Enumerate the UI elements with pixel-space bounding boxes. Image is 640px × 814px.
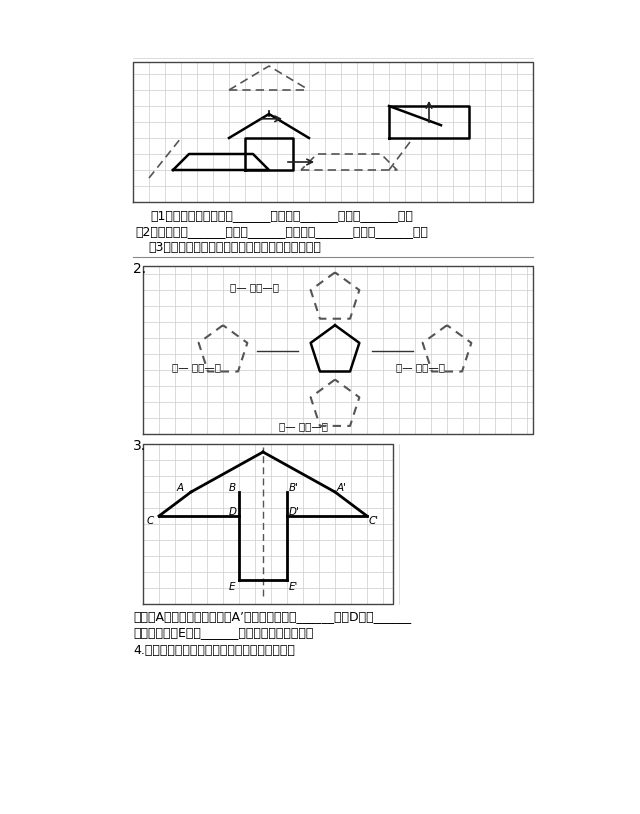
- Text: E: E: [229, 582, 236, 592]
- Text: 是对称点，点E和点______到对称轴的距离相等。: 是对称点，点E和点______到对称轴的距离相等。: [133, 626, 314, 639]
- Text: 3.: 3.: [133, 439, 146, 453]
- Text: （2）梯形先向______平移了______格，再向______平移了______格。: （2）梯形先向______平移了______格，再向______平移了_____…: [135, 225, 428, 238]
- Text: A': A': [337, 483, 347, 493]
- Text: 2.: 2.: [133, 262, 146, 276]
- Text: D: D: [229, 507, 237, 517]
- Text: （1）小房子先向平移了______格，再向______平移了______格。: （1）小房子先向平移了______格，再向______平移了______格。: [150, 209, 413, 222]
- Text: 向— 平移—格: 向— 平移—格: [172, 361, 221, 372]
- Text: （3）说一说这两幅图还可以怎样移到现在的位置。: （3）说一说这两幅图还可以怎样移到现在的位置。: [148, 241, 321, 254]
- Text: 向— 平移—格: 向— 平移—格: [230, 282, 280, 291]
- Text: B: B: [229, 483, 236, 493]
- Text: C: C: [147, 516, 154, 526]
- Text: 4.先说说下面图形各有几条对称轴，再画一画。: 4.先说说下面图形各有几条对称轴，再画一画。: [133, 644, 295, 657]
- Text: D': D': [289, 507, 300, 517]
- Text: B': B': [289, 483, 299, 493]
- Text: A: A: [177, 483, 184, 493]
- Text: 向— 平移—格: 向— 平移—格: [396, 361, 445, 372]
- Text: E': E': [289, 582, 298, 592]
- Text: C': C': [369, 516, 379, 526]
- Text: 图中点A到对称轴的距离与点A’到对称轴的距离______，点D与点______: 图中点A到对称轴的距离与点A’到对称轴的距离______，点D与点______: [133, 610, 411, 623]
- Text: 向— 平移—格: 向— 平移—格: [279, 421, 328, 431]
